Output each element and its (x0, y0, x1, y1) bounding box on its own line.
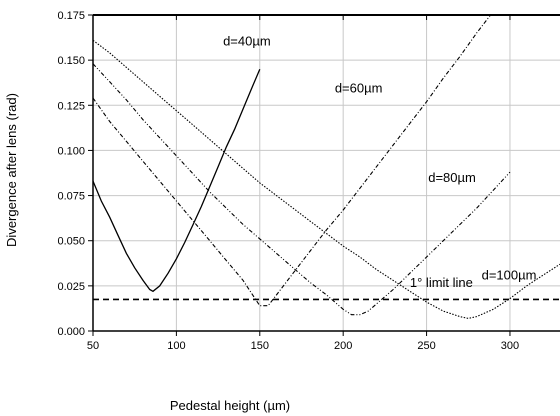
series-line-4 (93, 39, 560, 319)
y-tick-label: 0.075 (57, 191, 85, 203)
y-tick-label: 0.150 (57, 55, 85, 67)
axis-ticks: 50 100 150 200 250 300 0.000 0.025 0.050 0.075 0.1… (57, 10, 519, 352)
grid (92, 14, 560, 332)
annotation-label: d=100µm (482, 268, 537, 283)
series-line-3 (93, 63, 511, 316)
y-axis-title: Divergence after lens (rad) (4, 93, 19, 247)
y-tick-label: 0.025 (57, 281, 85, 293)
series-line-2 (93, 15, 492, 307)
annotation-label: 1° limit line (410, 275, 473, 290)
x-tick-label: 50 (87, 340, 99, 352)
x-tick-label: 150 (251, 340, 269, 352)
annotation-label: d=80µm (428, 170, 476, 185)
annotation-label: d=40µm (223, 34, 271, 49)
x-tick-label: 250 (417, 340, 435, 352)
series-layer (93, 15, 560, 319)
y-tick-label: 0.000 (57, 326, 85, 338)
y-tick-label: 0.050 (57, 236, 85, 248)
y-tick-label: 0.100 (57, 145, 85, 157)
plot-frame (92, 14, 560, 332)
x-axis-title: Pedestal height (µm) (170, 398, 290, 413)
series-line-1 (93, 68, 261, 293)
x-tick-label: 300 (501, 340, 519, 352)
annotation-label: d=60µm (335, 81, 383, 96)
x-tick-label: 200 (334, 340, 352, 352)
x-tick-label: 100 (167, 340, 185, 352)
y-tick-label: 0.125 (57, 100, 85, 112)
y-tick-label: 0.175 (57, 10, 85, 22)
annotation-layer: d=40µm d=60µm d=80µm d=100µm 1° limit line (223, 34, 536, 290)
